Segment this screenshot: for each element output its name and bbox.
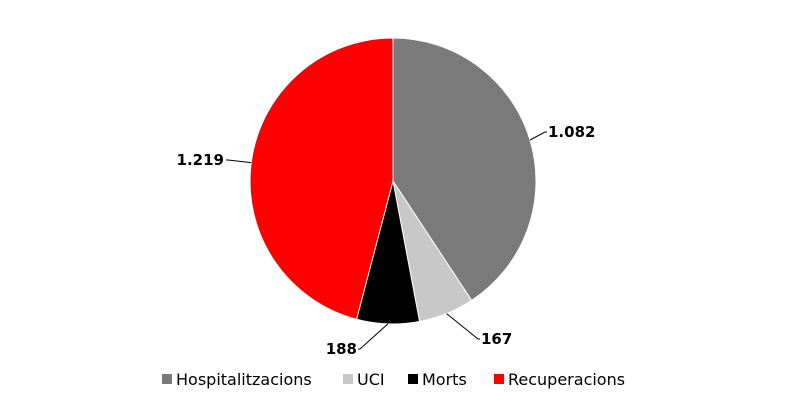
legend-label-recuperacions: Recuperacions [508, 370, 625, 389]
leader-line-morts [358, 323, 389, 350]
legend-swatch-uci [343, 374, 353, 384]
legend-swatch-morts [408, 374, 418, 384]
leader-lines [226, 131, 547, 350]
data-label-uci: 167 [481, 330, 512, 348]
legend-label-uci: UCI [357, 370, 385, 389]
legend: Hospitalitzacions UCI Morts Recuperacions [162, 370, 625, 389]
leader-line-hospitalitzacions [529, 131, 547, 141]
legend-swatch-recuperacions [494, 374, 504, 384]
data-label-morts: 188 [326, 340, 357, 358]
legend-label-morts: Morts [422, 370, 467, 389]
legend-swatch-hospitalitzacions [162, 374, 172, 384]
pie-slices [249, 37, 537, 325]
data-label-recuperacions: 1.219 [177, 151, 224, 169]
leader-line-uci [446, 313, 480, 340]
data-label-hospitalitzacions: 1.082 [548, 123, 595, 141]
legend-label-hospitalitzacions: Hospitalitzacions [176, 370, 312, 389]
data-labels: 1.082 167 188 1.219 [177, 123, 596, 358]
leader-line-recuperacions [226, 159, 252, 164]
